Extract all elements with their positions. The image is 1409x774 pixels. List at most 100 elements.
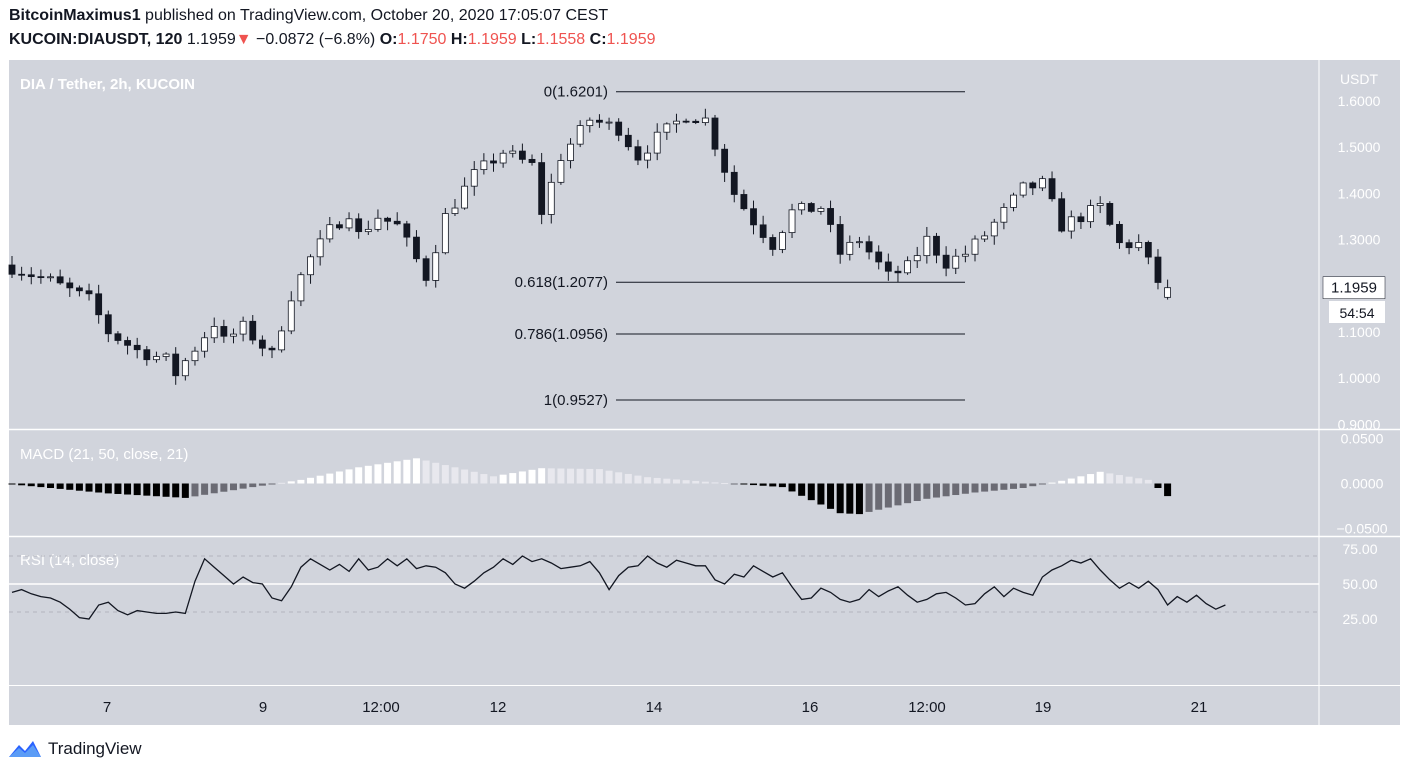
rsi-tick-label: 25.00	[1342, 611, 1377, 627]
fib-level-label: 0.618(1.2077)	[515, 274, 608, 291]
macd-bar	[913, 483, 921, 501]
macd-bar	[1077, 476, 1085, 484]
fib-level-label: 0(1.6201)	[544, 84, 608, 101]
candle	[451, 199, 459, 217]
macd-bar	[875, 483, 883, 510]
candle	[904, 256, 911, 275]
candle	[104, 310, 112, 343]
macd-bar	[229, 483, 237, 491]
candle	[894, 265, 902, 283]
macd-bar	[1038, 483, 1046, 485]
candle	[856, 236, 863, 248]
candle	[586, 117, 594, 133]
published-text: published on TradingView.com, October 20…	[145, 7, 609, 24]
macd-bar	[865, 483, 873, 512]
candle	[981, 231, 989, 242]
tradingview-logo-icon[interactable]	[8, 739, 42, 759]
time-tick-label: 12	[490, 699, 507, 716]
macd-bar	[1125, 476, 1133, 484]
candle	[1029, 181, 1037, 196]
candle	[653, 123, 661, 161]
candle	[47, 273, 54, 282]
macd-bar	[364, 465, 372, 484]
macd-bar	[990, 483, 998, 491]
footer-brand[interactable]: TradingView	[48, 739, 142, 758]
macd-bar	[759, 483, 767, 486]
macd-bar	[133, 483, 141, 496]
candle	[490, 153, 497, 172]
candle	[27, 267, 35, 285]
macd-bar	[1000, 483, 1008, 490]
macd-bar	[1058, 480, 1066, 484]
candle	[750, 200, 757, 235]
candle	[441, 208, 449, 255]
macd-bar	[538, 468, 546, 484]
macd-bar	[1067, 478, 1075, 484]
macd-bar	[769, 483, 777, 487]
macd-bar	[682, 480, 690, 484]
macd-bar	[432, 462, 440, 484]
candle	[923, 226, 931, 264]
macd-bar	[422, 460, 430, 484]
candle	[1106, 201, 1114, 227]
candle	[605, 117, 613, 130]
candle	[961, 245, 969, 263]
change-arrow-icon: ▼	[235, 31, 252, 48]
macd-bar	[788, 483, 796, 492]
candle	[740, 189, 748, 211]
macd-bar	[721, 483, 729, 485]
time-tick-label: 7	[103, 699, 111, 716]
macd-bar	[461, 469, 469, 484]
candle	[557, 153, 565, 185]
macd-bar	[672, 479, 680, 484]
candle	[1116, 221, 1123, 249]
candle	[1125, 239, 1133, 255]
candle	[788, 203, 796, 238]
candle	[114, 331, 122, 345]
macd-bar	[37, 483, 45, 488]
candle	[971, 235, 979, 262]
macd-bar	[499, 474, 507, 484]
candle	[326, 216, 334, 243]
macd-bar	[547, 468, 555, 484]
candle	[875, 245, 883, 270]
macd-bar	[345, 469, 353, 484]
last-price-box	[1322, 276, 1386, 299]
low-value: 1.1558	[536, 31, 586, 48]
price-tick-label: 1.1000	[1338, 324, 1381, 340]
candle	[1058, 192, 1066, 233]
macd-bar	[923, 483, 931, 499]
macd-bar	[210, 483, 218, 494]
macd-bar	[576, 468, 584, 484]
candle	[133, 337, 141, 359]
candle	[528, 154, 536, 166]
macd-bar	[894, 483, 902, 506]
price-tick-label: 0.9000	[1338, 416, 1381, 432]
macd-bar	[8, 483, 16, 485]
fib-level-label: 0.786(1.0956)	[515, 326, 608, 343]
candle	[798, 201, 806, 215]
time-tick-label: 16	[802, 699, 819, 716]
candle	[124, 336, 131, 355]
rsi-band-lines	[9, 555, 1319, 613]
symbol-info: KUCOIN:DIAUSDT, 120 1.1959▼ −0.0872 (−6.…	[9, 31, 655, 49]
macd-bar	[605, 470, 613, 484]
candle	[1087, 199, 1094, 228]
candle	[721, 144, 729, 182]
author-name[interactable]: BitcoinMaximus1	[9, 7, 141, 24]
candle	[673, 113, 680, 133]
macd-bar	[952, 483, 960, 496]
candle	[1144, 240, 1152, 265]
macd-bar	[586, 468, 594, 484]
candle	[153, 351, 160, 363]
candle	[644, 145, 651, 169]
candle	[1164, 279, 1171, 300]
candle	[374, 209, 382, 232]
close-label: C:	[589, 31, 607, 48]
candle	[836, 215, 844, 264]
macd-bar	[201, 483, 209, 495]
macd-bar	[124, 483, 132, 495]
candle	[8, 255, 16, 279]
macd-bar	[1154, 483, 1162, 488]
